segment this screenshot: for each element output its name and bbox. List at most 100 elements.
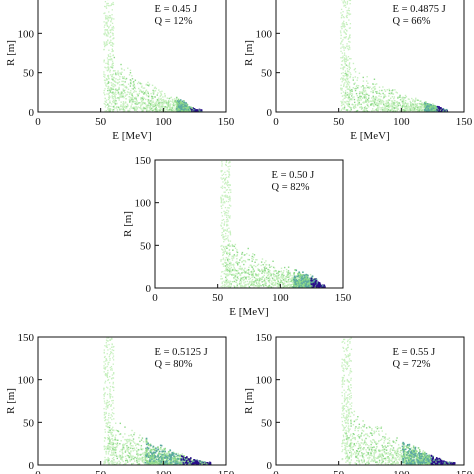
data-point [228, 207, 230, 209]
data-point [227, 285, 230, 287]
data-point [298, 272, 300, 275]
data-point [241, 284, 243, 287]
data-point [109, 66, 112, 68]
data-point [132, 107, 135, 110]
data-point [252, 258, 254, 261]
data-point [111, 3, 113, 5]
data-point [354, 106, 357, 109]
data-point [382, 86, 384, 88]
data-point [145, 89, 148, 91]
data-point [276, 275, 278, 277]
data-point [167, 103, 169, 105]
data-point [160, 105, 163, 107]
data-point [220, 245, 222, 247]
data-point [256, 283, 259, 286]
data-point [299, 285, 302, 288]
data-point [226, 180, 229, 182]
data-point [343, 66, 345, 68]
data-point [303, 286, 305, 288]
data-point [228, 249, 230, 252]
data-point [376, 97, 378, 99]
data-point [131, 78, 134, 80]
data-point [288, 274, 290, 276]
data-point [124, 105, 127, 107]
data-point [105, 6, 107, 8]
data-point [397, 107, 399, 110]
data-point [411, 102, 414, 105]
data-point [134, 100, 136, 103]
data-point [116, 82, 119, 84]
data-point [104, 42, 106, 44]
data-point [439, 109, 442, 112]
data-point [108, 82, 110, 84]
data-point [142, 99, 144, 102]
data-point [396, 106, 399, 108]
data-point [140, 98, 142, 101]
data-point [373, 109, 375, 112]
data-point [248, 276, 250, 278]
data-point [226, 189, 228, 191]
data-point [132, 101, 134, 103]
data-point [125, 86, 128, 88]
data-point [236, 251, 238, 253]
data-point [146, 106, 148, 108]
data-point [342, 39, 344, 41]
data-point [129, 79, 132, 81]
data-point [342, 79, 344, 81]
data-point [223, 280, 225, 282]
data-point [158, 105, 161, 107]
data-point [119, 72, 121, 74]
data-point [343, 103, 345, 105]
data-point [154, 96, 156, 98]
data-point [298, 279, 301, 282]
data-point [348, 27, 351, 29]
data-point [147, 92, 149, 94]
data-point [111, 62, 114, 64]
data-point [291, 283, 294, 286]
data-point [155, 102, 157, 104]
data-point [107, 76, 110, 78]
data-point [153, 105, 155, 108]
data-point [287, 281, 289, 283]
data-point [224, 202, 226, 204]
data-point [389, 97, 392, 100]
data-point [163, 106, 166, 108]
data-point [356, 79, 358, 81]
data-point [126, 91, 129, 93]
data-point [301, 278, 304, 280]
y-tick-label: 50 [23, 68, 35, 80]
data-point [184, 109, 187, 112]
data-point [111, 82, 113, 84]
data-point [117, 92, 119, 95]
data-point [192, 108, 195, 111]
data-point [307, 274, 309, 277]
data-point [175, 96, 178, 99]
data-point [232, 274, 234, 276]
data-point [161, 99, 164, 101]
data-point [236, 262, 238, 265]
data-point [134, 87, 137, 90]
data-point [251, 257, 253, 260]
data-point [414, 107, 416, 109]
data-point [394, 100, 396, 102]
data-point [346, 10, 348, 12]
data-point [355, 92, 358, 95]
data-point [109, 96, 111, 98]
data-point [351, 90, 353, 92]
data-point [106, 104, 108, 106]
data-point [344, 28, 347, 31]
data-point [288, 286, 291, 288]
data-point [348, 0, 350, 1]
data-point [112, 88, 114, 90]
data-point [253, 254, 256, 256]
data-point [348, 68, 351, 71]
data-point [111, 108, 113, 111]
data-point [258, 269, 260, 271]
data-point [297, 286, 300, 288]
data-point [269, 285, 272, 288]
data-point [104, 31, 106, 33]
data-point [380, 107, 382, 109]
data-point [409, 108, 411, 110]
data-point [149, 100, 151, 102]
data-point [244, 272, 247, 274]
